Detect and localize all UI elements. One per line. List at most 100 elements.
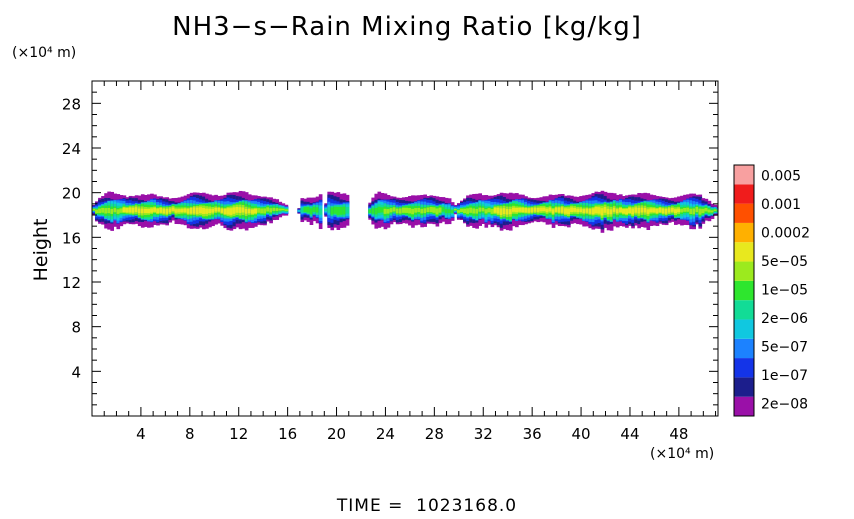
cloud-cell bbox=[628, 207, 632, 214]
cloud-cell bbox=[554, 207, 559, 212]
cloud-cell bbox=[150, 208, 154, 213]
cloud-cell bbox=[420, 208, 424, 214]
legend-swatch bbox=[734, 396, 754, 416]
cloud-cell bbox=[312, 206, 317, 212]
cloud-cell bbox=[217, 207, 221, 212]
cloud-cell bbox=[463, 208, 467, 214]
cloud-cell bbox=[579, 208, 583, 213]
time-value: 1023168.0 bbox=[416, 496, 518, 516]
cloud-cell bbox=[235, 206, 240, 213]
cloud-cell bbox=[444, 208, 449, 214]
cloud-cell bbox=[414, 208, 418, 213]
x-tick-label: 16 bbox=[278, 425, 297, 443]
cloud-cell bbox=[539, 207, 544, 212]
cloud-cell bbox=[508, 209, 513, 215]
legend-swatch bbox=[734, 319, 754, 339]
cloud-cell bbox=[309, 208, 314, 215]
legend-swatch bbox=[734, 280, 754, 301]
cloud-cell bbox=[339, 206, 344, 215]
cloud-cell bbox=[297, 210, 302, 212]
cloud-cell bbox=[680, 208, 684, 213]
cloud-cell bbox=[453, 208, 458, 211]
cloud-cell bbox=[374, 207, 379, 215]
y-tick-label: 28 bbox=[62, 95, 81, 113]
cloud-cell bbox=[134, 207, 139, 212]
x-tick-label: 12 bbox=[229, 425, 248, 443]
cloud-cell bbox=[156, 208, 160, 214]
cloud-cell bbox=[713, 209, 718, 211]
legend-label: 5e−07 bbox=[761, 339, 808, 355]
time-readout: TIME = 1023168.0 bbox=[336, 496, 518, 516]
color-legend: 0.005 0.001 0.0002 5e−05 1e−05 2e−06 5e−07 1e−0… bbox=[733, 164, 810, 417]
y-tick-label: 12 bbox=[62, 274, 81, 292]
plot-frame bbox=[91, 80, 719, 417]
cloud-cell bbox=[411, 208, 415, 215]
cloud-cell bbox=[95, 209, 99, 214]
legend-swatch bbox=[734, 338, 754, 359]
cloud-cell bbox=[147, 208, 151, 214]
cloud-cell bbox=[241, 207, 246, 213]
cloud-cell bbox=[192, 207, 197, 214]
cloud-cell bbox=[226, 208, 231, 215]
cloud-cell bbox=[104, 208, 108, 214]
cloud-cell bbox=[515, 208, 519, 213]
cloud-cell bbox=[263, 208, 267, 214]
cloud-cell bbox=[383, 208, 388, 214]
cloud-cell bbox=[609, 209, 614, 215]
y-tick-label: 16 bbox=[62, 229, 81, 247]
cloud-cell bbox=[643, 207, 648, 213]
cloud-cell bbox=[318, 208, 323, 215]
cloud-cell bbox=[137, 208, 142, 214]
cloud-cell bbox=[205, 208, 209, 214]
cloud-cell bbox=[664, 208, 669, 214]
cloud-cell bbox=[232, 207, 237, 214]
cloud-cell bbox=[380, 207, 385, 213]
cloud-cell bbox=[392, 207, 397, 212]
cloud-cell bbox=[122, 207, 127, 213]
legend-label: 0.0002 bbox=[761, 226, 810, 242]
cloud-cell bbox=[98, 208, 102, 214]
cloud-cell bbox=[652, 208, 657, 213]
cloud-cell bbox=[101, 207, 105, 213]
x-axis-unit: (×10⁴ m) bbox=[650, 446, 715, 462]
cloud-cell bbox=[159, 207, 163, 213]
legend-swatch bbox=[734, 184, 754, 204]
cloud-cell bbox=[371, 208, 376, 214]
x-tick-label: 44 bbox=[620, 425, 639, 443]
legend-swatch bbox=[734, 358, 754, 378]
cloud-cell bbox=[585, 208, 589, 213]
cloud-cell bbox=[272, 207, 276, 211]
time-label: TIME bbox=[336, 496, 382, 516]
cloud-cell bbox=[618, 208, 623, 213]
legend-label: 0.001 bbox=[761, 197, 801, 213]
cloud-cell bbox=[260, 208, 264, 214]
cloud-cell bbox=[707, 209, 712, 213]
cloud-cell bbox=[306, 206, 311, 213]
chart-title: NH3−s−Rain Mixing Ratio [kg/kg] bbox=[172, 12, 642, 42]
x-tick-label: 36 bbox=[523, 425, 542, 443]
legend-frame bbox=[733, 164, 755, 417]
cloud-cell bbox=[189, 208, 194, 214]
cloud-cell bbox=[168, 208, 173, 213]
cloud-cell bbox=[238, 207, 243, 213]
cloud-cell bbox=[174, 209, 179, 213]
cloud-cell bbox=[667, 208, 672, 213]
x-tick-label: 32 bbox=[474, 425, 493, 443]
cloud-cell bbox=[327, 206, 332, 213]
cloud-cell bbox=[441, 207, 446, 212]
x-tick-label: 48 bbox=[669, 425, 688, 443]
cloud-cell bbox=[300, 207, 305, 213]
cloud-cell bbox=[527, 208, 531, 213]
cloud-cell bbox=[198, 207, 203, 214]
y-tick-label: 4 bbox=[71, 363, 81, 381]
cloud-cell bbox=[548, 207, 553, 212]
cloud-cell bbox=[278, 208, 283, 211]
cloud-cell bbox=[432, 207, 437, 213]
cloud-cell bbox=[472, 208, 476, 214]
cloud-cell bbox=[401, 207, 406, 213]
x-tick-label: 8 bbox=[185, 425, 195, 443]
cloud-cell bbox=[530, 208, 534, 213]
cloud-cell bbox=[466, 208, 470, 214]
cloud-cell bbox=[686, 207, 690, 212]
